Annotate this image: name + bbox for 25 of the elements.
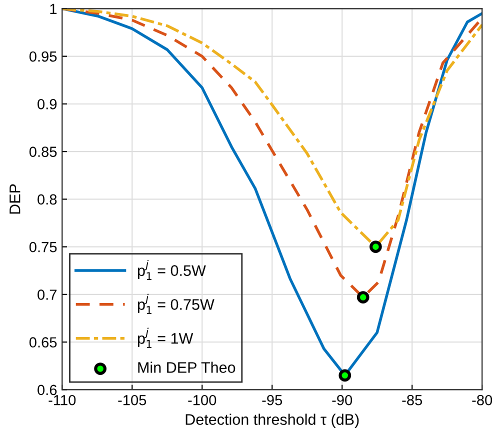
legend-label: p$^{j}$$_{1}$ = 0.75W: [138, 294, 214, 314]
x-tick-label: -85: [402, 394, 422, 406]
legend-label: p$^{j}$$_{1}$ = 1W: [138, 328, 194, 348]
y-tick-label: 0.95: [29, 51, 57, 62]
point: [370, 240, 382, 253]
point: [338, 369, 352, 382]
x-tick-label: -100: [188, 394, 216, 406]
x-axis-title: Detection threshold τ (dB): [186, 414, 359, 428]
x-tick-label: -80: [472, 394, 492, 406]
x-tick-label: -110: [48, 394, 76, 406]
y-tick-label: 0.85: [29, 146, 57, 157]
y-tick-label: 1: [50, 4, 57, 14]
y-tick-label: 0.8: [38, 194, 57, 205]
x-tick-label: -90: [332, 394, 352, 406]
legend-label: p$^{j}$$_{1}$ = 0.5W: [138, 260, 206, 280]
point: [356, 291, 370, 304]
y-tick-label: 0.9: [38, 99, 57, 110]
y-tick-label: 0.7: [38, 290, 57, 300]
x-tick-label: -105: [118, 394, 146, 406]
legend-label: Min DEP Theo: [138, 362, 236, 373]
y-tick-label: 0.75: [29, 242, 57, 252]
y-tick-label: 0.65: [29, 337, 57, 348]
x-tick-label: -95: [262, 394, 282, 406]
y-axis-title: DEP: [10, 184, 20, 214]
y-tick-label: 0.6: [38, 384, 57, 396]
